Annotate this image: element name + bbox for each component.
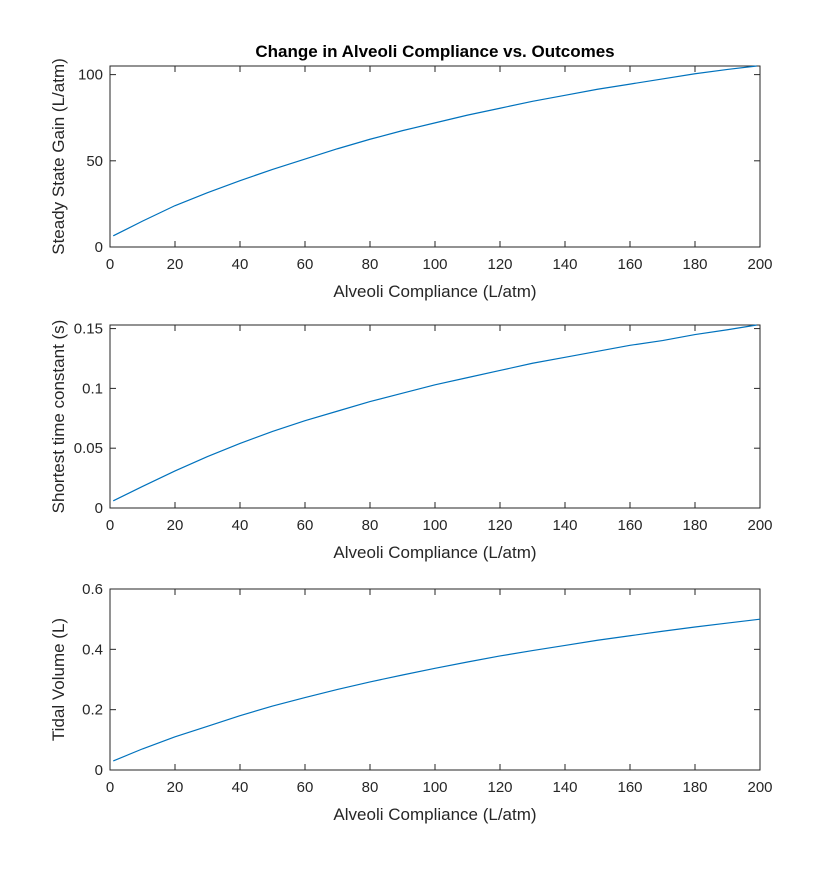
x-tick-label: 120 xyxy=(487,256,512,273)
x-tick-label: 200 xyxy=(747,779,772,796)
y-axis-label: Shortest time constant (s) xyxy=(49,320,68,514)
x-tick-label: 100 xyxy=(422,779,447,796)
y-tick-label: 0 xyxy=(95,239,103,256)
y-tick-label: 0.6 xyxy=(82,581,103,598)
y-axis-label: Tidal Volume (L) xyxy=(49,618,68,741)
x-tick-label: 80 xyxy=(362,779,379,796)
x-tick-label: 180 xyxy=(682,517,707,534)
x-tick-label: 20 xyxy=(167,779,184,796)
plot-frame xyxy=(109,588,761,771)
x-tick-label: 140 xyxy=(552,517,577,534)
x-tick-label: 200 xyxy=(747,517,772,534)
x-tick-label: 40 xyxy=(232,517,249,534)
x-tick-label: 200 xyxy=(747,256,772,273)
x-tick-label: 100 xyxy=(422,517,447,534)
y-tick-label: 0 xyxy=(95,500,103,517)
y-tick-label: 0.4 xyxy=(82,641,103,658)
y-tick-label: 0.05 xyxy=(74,440,103,457)
x-tick-label: 40 xyxy=(232,779,249,796)
x-tick-label: 180 xyxy=(682,256,707,273)
x-tick-label: 160 xyxy=(617,517,642,534)
x-tick-label: 80 xyxy=(362,517,379,534)
subplot-2: 0 20 40 60 80 100 120 140 160 180 200 0 0.05 0.1 0.15 A… xyxy=(49,320,773,562)
y-axis-label: Steady State Gain (L/atm) xyxy=(49,58,68,255)
y-tick-label: 100 xyxy=(78,67,103,84)
x-tick-label: 60 xyxy=(297,256,314,273)
x-tick-label: 120 xyxy=(487,779,512,796)
y-tick-label: 50 xyxy=(86,153,103,170)
x-tick-label: 120 xyxy=(487,517,512,534)
x-tick-label: 0 xyxy=(106,517,114,534)
y-tick-label: 0.2 xyxy=(82,702,103,719)
x-tick-label: 180 xyxy=(682,779,707,796)
x-tick-label: 0 xyxy=(106,256,114,273)
subplot-3: 0 20 40 60 80 100 120 140 160 180 200 0 0.2 0.4 0.6 Alv… xyxy=(49,581,773,824)
x-tick-label: 140 xyxy=(552,256,577,273)
x-tick-label: 40 xyxy=(232,256,249,273)
x-axis-label: Alveoli Compliance (L/atm) xyxy=(333,805,536,824)
x-tick-label: 80 xyxy=(362,256,379,273)
plot-frame xyxy=(109,324,761,509)
x-tick-label: 20 xyxy=(167,517,184,534)
subplot-1: 0 20 40 60 80 100 120 140 160 180 200 0 50 100 Alveoli… xyxy=(49,58,773,301)
x-axis-label: Alveoli Compliance (L/atm) xyxy=(333,543,536,562)
series-line xyxy=(113,618,761,762)
y-tick-label: 0.1 xyxy=(82,380,103,397)
subplots: 0 20 40 60 80 100 120 140 160 180 200050100Alveoli… xyxy=(49,58,773,824)
series-line xyxy=(112,65,757,237)
figure-title: Change in Alveoli Compliance vs. Outcome… xyxy=(255,42,614,61)
y-tick-label: 0 xyxy=(95,762,103,779)
series-line xyxy=(112,324,757,502)
x-tick-label: 0 xyxy=(106,779,114,796)
x-tick-label: 20 xyxy=(167,256,184,273)
x-tick-label: 160 xyxy=(617,256,642,273)
x-tick-label: 60 xyxy=(297,517,314,534)
x-tick-label: 140 xyxy=(552,779,577,796)
x-tick-label: 160 xyxy=(617,779,642,796)
y-tick-label: 0.15 xyxy=(74,321,103,338)
x-tick-label: 60 xyxy=(297,779,314,796)
plot-frame xyxy=(109,65,761,248)
x-axis-label: Alveoli Compliance (L/atm) xyxy=(333,282,536,301)
x-tick-label: 100 xyxy=(422,256,447,273)
